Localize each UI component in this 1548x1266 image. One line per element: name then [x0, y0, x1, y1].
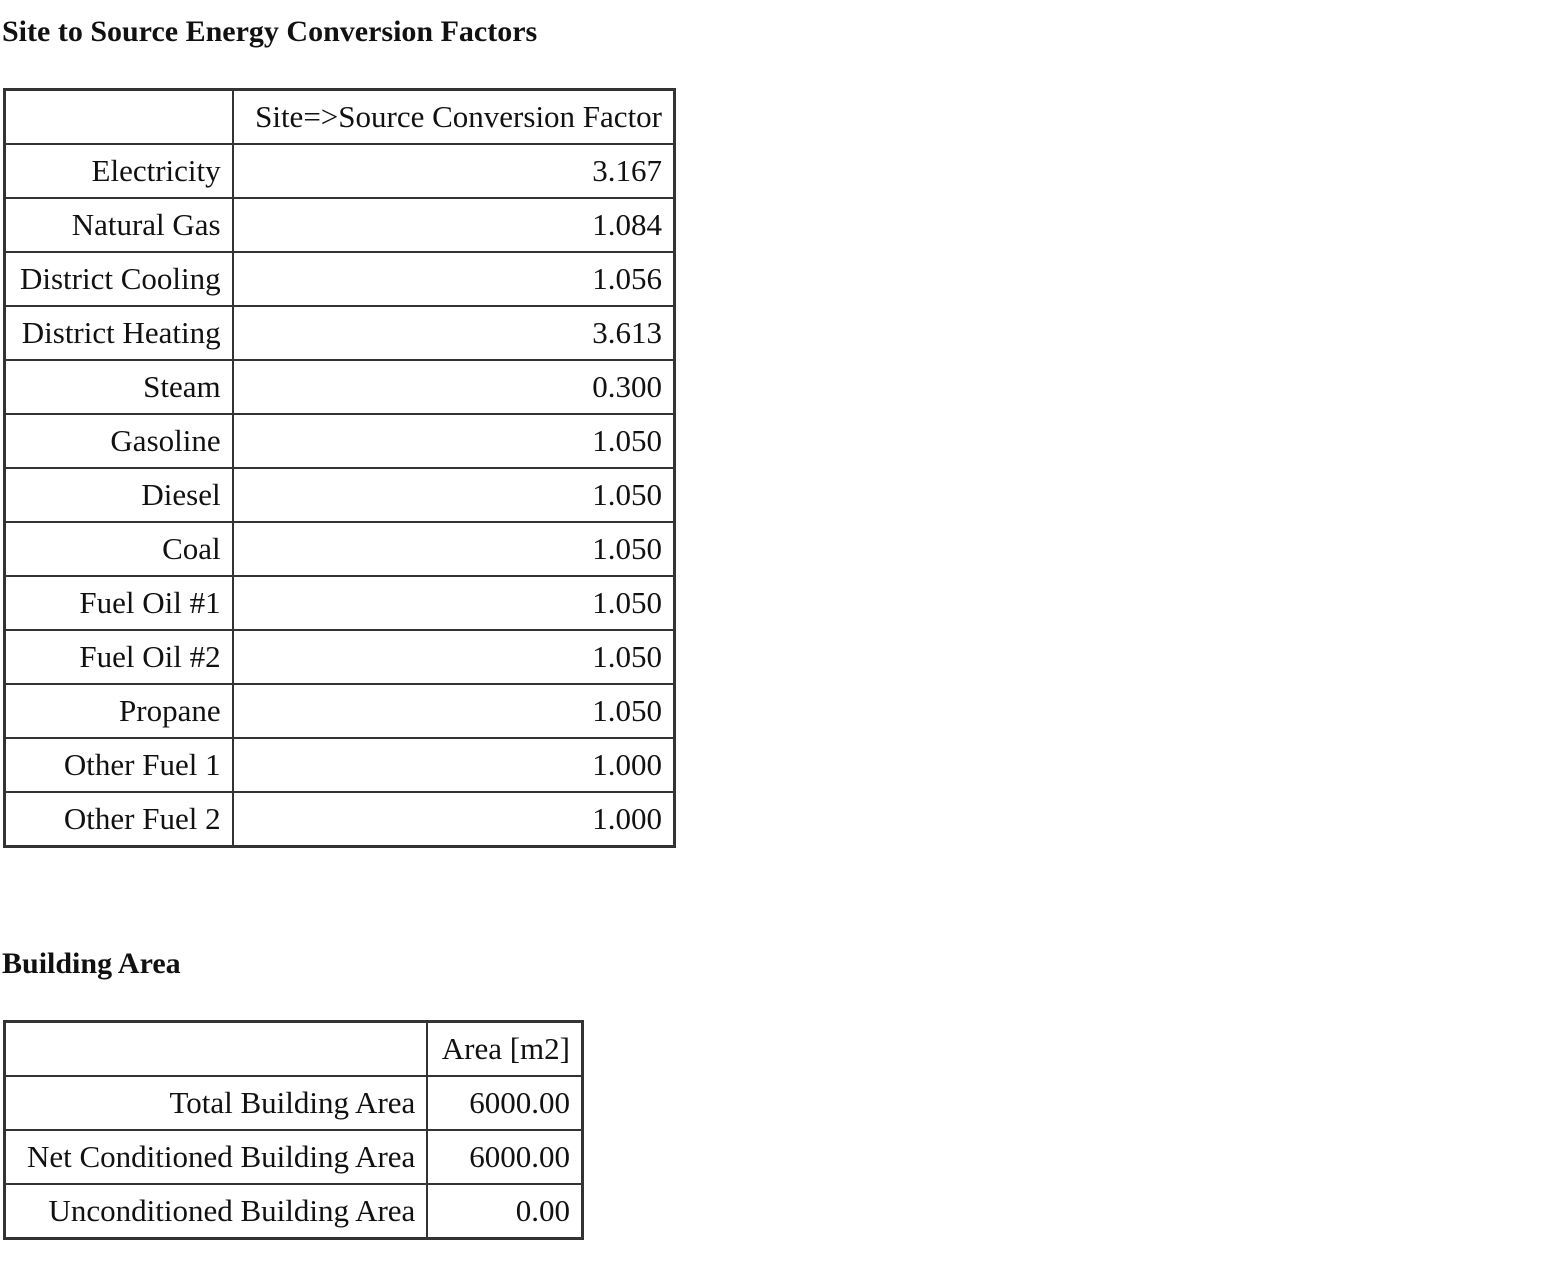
row-label: Propane [3, 683, 234, 739]
table-row: Total Building Area 6000.00 [3, 1075, 584, 1131]
section-title-building-area: Building Area [2, 947, 181, 980]
row-value: 1.050 [231, 521, 676, 577]
row-value: 1.050 [231, 629, 676, 685]
row-label: Net Conditioned Building Area [3, 1129, 429, 1185]
table-row: Net Conditioned Building Area 6000.00 [3, 1129, 584, 1185]
row-value: 1.050 [231, 575, 676, 631]
row-label: District Heating [3, 305, 234, 361]
conversion-factors-table: Site=>Source Conversion Factor Electrici… [3, 88, 676, 848]
header-empty-cell [3, 1020, 429, 1077]
table-row: Diesel 1.050 [3, 467, 676, 523]
table-row: Gasoline 1.050 [3, 413, 676, 469]
header-empty-cell [3, 88, 234, 145]
column-header: Area [m2] [426, 1020, 584, 1077]
table-row: Fuel Oil #2 1.050 [3, 629, 676, 685]
row-label: Fuel Oil #1 [3, 575, 234, 631]
section-title-conversion-factors: Site to Source Energy Conversion Factors [2, 15, 538, 48]
table-row: Unconditioned Building Area 0.00 [3, 1183, 584, 1240]
table-row: Other Fuel 1 1.000 [3, 737, 676, 793]
table-row: Other Fuel 2 1.000 [3, 791, 676, 848]
row-label: Gasoline [3, 413, 234, 469]
table-row: District Heating 3.613 [3, 305, 676, 361]
row-label: District Cooling [3, 251, 234, 307]
row-label: Diesel [3, 467, 234, 523]
row-value: 3.613 [231, 305, 676, 361]
row-label: Natural Gas [3, 197, 234, 253]
table-row: Natural Gas 1.084 [3, 197, 676, 253]
row-label: Electricity [3, 143, 234, 199]
table-row: Electricity 3.167 [3, 143, 676, 199]
row-value: 3.167 [231, 143, 676, 199]
row-label: Steam [3, 359, 234, 415]
row-value: 0.300 [231, 359, 676, 415]
row-label: Fuel Oil #2 [3, 629, 234, 685]
row-label: Coal [3, 521, 234, 577]
row-label: Total Building Area [3, 1075, 429, 1131]
table-row: Propane 1.050 [3, 683, 676, 739]
row-label: Other Fuel 1 [3, 737, 234, 793]
table-row: Fuel Oil #1 1.050 [3, 575, 676, 631]
table-row: Steam 0.300 [3, 359, 676, 415]
row-value: 6000.00 [426, 1075, 584, 1131]
table-header-row: Area [m2] [3, 1020, 584, 1077]
row-label: Other Fuel 2 [3, 791, 234, 848]
row-value: 1.000 [231, 791, 676, 848]
row-value: 1.050 [231, 467, 676, 523]
row-value: 1.050 [231, 413, 676, 469]
row-value: 1.050 [231, 683, 676, 739]
row-value: 0.00 [426, 1183, 584, 1240]
row-value: 1.056 [231, 251, 676, 307]
row-value: 6000.00 [426, 1129, 584, 1185]
row-value: 1.084 [231, 197, 676, 253]
row-label: Unconditioned Building Area [3, 1183, 429, 1240]
table-row: District Cooling 1.056 [3, 251, 676, 307]
row-value: 1.000 [231, 737, 676, 793]
building-area-table: Area [m2] Total Building Area 6000.00 Ne… [3, 1020, 584, 1240]
column-header: Site=>Source Conversion Factor [231, 88, 676, 145]
table-header-row: Site=>Source Conversion Factor [3, 88, 676, 145]
table-row: Coal 1.050 [3, 521, 676, 577]
